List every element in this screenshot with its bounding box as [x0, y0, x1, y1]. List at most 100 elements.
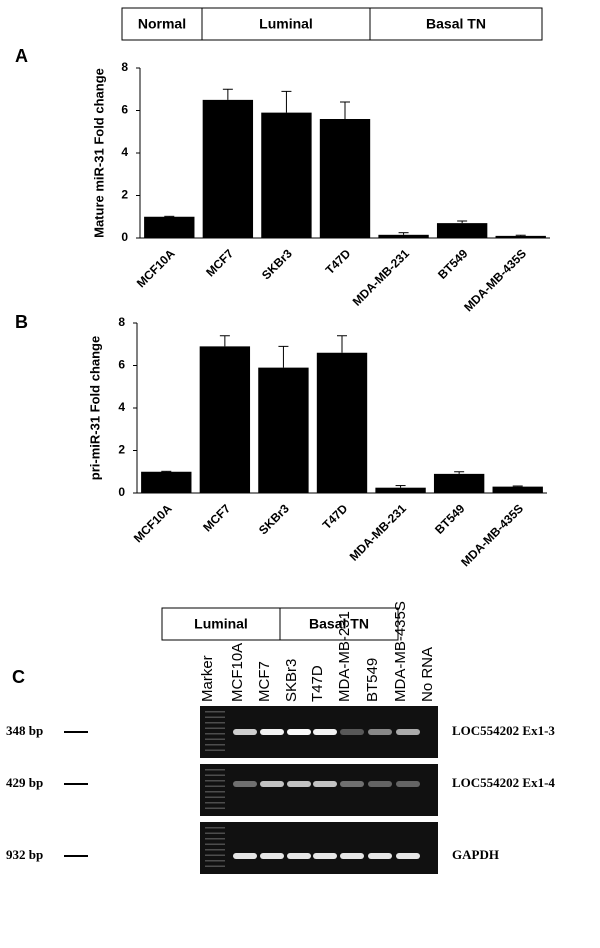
gel-band	[340, 729, 364, 735]
bar	[258, 367, 309, 493]
x-tick-label: MCF10A	[134, 246, 178, 290]
bar	[144, 216, 195, 238]
bar	[495, 235, 546, 238]
marker-band	[205, 733, 225, 735]
x-tick-label: MDA-MB-435S	[461, 246, 529, 314]
bar	[492, 486, 543, 493]
x-tick-label: T47D	[323, 246, 354, 277]
bar	[378, 234, 429, 238]
group-box	[161, 607, 281, 641]
x-tick-label: MCF7	[200, 501, 233, 534]
lane-label: MDA-MB-435S	[392, 601, 409, 702]
y-tick-label: 2	[118, 443, 125, 457]
gel-band	[340, 853, 364, 859]
panel-label: A	[15, 46, 28, 66]
marker-band	[205, 780, 225, 782]
marker-band	[205, 843, 225, 845]
gel-band	[313, 781, 337, 787]
gel-band	[368, 781, 392, 787]
marker-band	[205, 802, 225, 804]
y-tick-label: 4	[121, 145, 128, 159]
x-tick-label: SKBr3	[256, 501, 292, 537]
gel-band	[396, 729, 420, 735]
group-box	[369, 7, 543, 41]
gel-band	[260, 781, 284, 787]
y-axis-label: Mature miR-31 Fold change	[91, 68, 106, 238]
group-label: Luminal	[259, 16, 313, 32]
bar	[202, 99, 254, 238]
marker-band	[205, 774, 225, 776]
marker-band	[205, 807, 225, 809]
gel-band	[313, 729, 337, 735]
marker-band	[205, 832, 225, 834]
row-name: LOC554202 Ex1-4	[452, 775, 555, 790]
gel-band	[340, 781, 364, 787]
x-tick-label: MDA-MB-435S	[458, 501, 526, 569]
band-size: 429 bp	[6, 775, 43, 790]
group-box	[201, 7, 371, 41]
marker-band	[205, 796, 225, 798]
gel-band	[260, 853, 284, 859]
x-tick-label: MCF7	[203, 246, 236, 279]
gel-band	[396, 781, 420, 787]
marker-band	[205, 716, 225, 718]
bar	[319, 119, 371, 238]
lane-label: No RNA	[419, 647, 436, 702]
group-label: Normal	[138, 16, 186, 32]
x-tick-label: T47D	[320, 501, 351, 532]
row-name: LOC554202 Ex1-3	[452, 723, 555, 738]
marker-band	[205, 865, 225, 867]
gel-band	[233, 781, 257, 787]
panel-label: B	[15, 312, 28, 332]
marker-band	[205, 785, 225, 787]
x-tick-label: BT549	[435, 246, 471, 282]
x-tick-label: MCF10A	[131, 501, 175, 545]
gel-band	[233, 853, 257, 859]
marker-band	[205, 827, 225, 829]
y-tick-label: 4	[118, 400, 125, 414]
group-box	[121, 7, 203, 41]
y-tick-label: 2	[121, 188, 128, 202]
gel-band	[287, 729, 311, 735]
x-tick-label: MDA-MB-231	[350, 246, 412, 308]
group-label: Basal TN	[309, 616, 369, 632]
lane-label: Marker	[199, 655, 216, 702]
marker-band	[205, 727, 225, 729]
y-tick-label: 6	[118, 358, 125, 372]
group-label: Luminal	[194, 616, 248, 632]
panel-label: C	[12, 667, 25, 687]
gel-band	[287, 853, 311, 859]
gel-band	[233, 729, 257, 735]
bar	[433, 473, 485, 493]
y-tick-label: 0	[118, 485, 125, 499]
marker-band	[205, 749, 225, 751]
y-tick-label: 8	[121, 60, 128, 74]
bar	[316, 352, 368, 493]
lane-label: MCF7	[256, 661, 273, 702]
lane-label: MDA-MB-231	[336, 611, 353, 702]
x-tick-label: MDA-MB-231	[347, 501, 409, 563]
y-tick-label: 0	[121, 230, 128, 244]
group-label: Basal TN	[426, 16, 486, 32]
bar	[436, 223, 488, 238]
lane-label: BT549	[364, 658, 381, 702]
marker-band	[205, 711, 225, 713]
lane-label: SKBr3	[283, 659, 300, 702]
bar	[261, 112, 312, 238]
x-tick-label: SKBr3	[259, 246, 295, 282]
marker-band	[205, 838, 225, 840]
y-tick-label: 6	[121, 103, 128, 117]
row-name: GAPDH	[452, 847, 499, 862]
y-axis-label: pri-miR-31 Fold change	[87, 336, 102, 480]
bar	[199, 346, 251, 493]
group-box	[279, 607, 399, 641]
marker-band	[205, 849, 225, 851]
gel-image	[200, 764, 438, 816]
band-size: 348 bp	[6, 723, 43, 738]
lane-label: MCF10A	[229, 643, 246, 702]
bar	[375, 487, 426, 493]
y-tick-label: 8	[118, 315, 125, 329]
gel-band	[313, 853, 337, 859]
marker-band	[205, 854, 225, 856]
x-tick-label: BT549	[432, 501, 468, 537]
